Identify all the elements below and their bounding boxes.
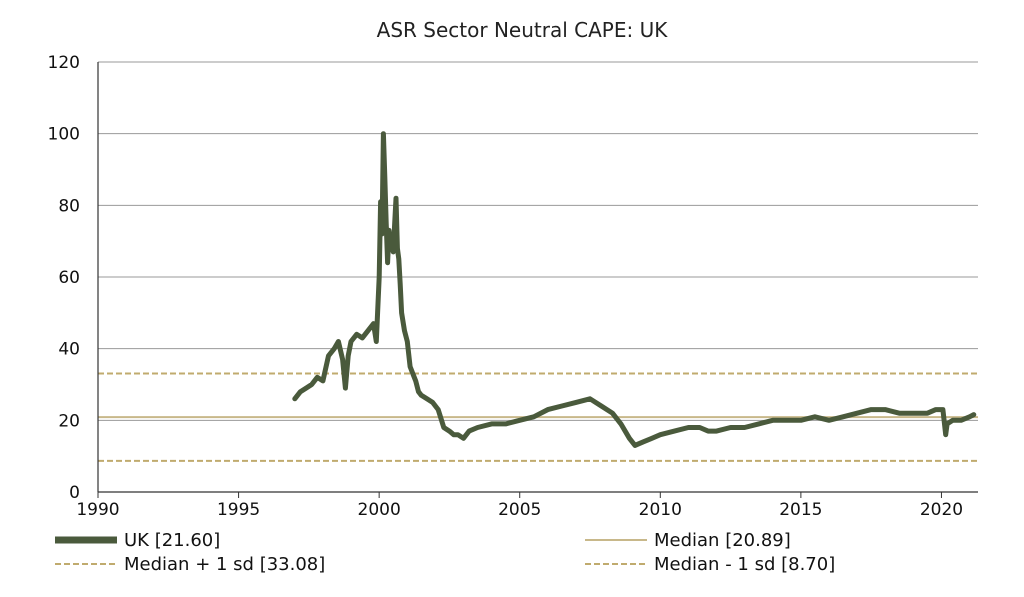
x-tick-label-2000: 2000 — [358, 500, 401, 520]
x-tick-label-2020: 2020 — [920, 500, 963, 520]
x-tick-label-2005: 2005 — [498, 500, 541, 520]
y-tick-label-100: 100 — [48, 125, 80, 145]
y-tick-label-120: 120 — [48, 53, 80, 73]
y-tick-label-60: 60 — [58, 268, 80, 288]
y-tick-label-20: 20 — [58, 411, 80, 431]
legend-label-1: UK [21.60] — [124, 530, 220, 551]
x-tick-label-2015: 2015 — [779, 500, 822, 520]
chart-title: ASR Sector Neutral CAPE: UK — [377, 18, 669, 42]
axes — [98, 62, 978, 498]
legend-label-4: Median - 1 sd [8.70] — [654, 554, 835, 575]
y-tick-label-40: 40 — [58, 340, 80, 360]
legend-label-3: Median + 1 sd [33.08] — [124, 554, 325, 575]
x-tick-label-1990: 1990 — [76, 500, 119, 520]
legend-label-2: Median [20.89] — [654, 530, 791, 551]
cape-chart: ASR Sector Neutral CAPE: UK 020406080100… — [0, 0, 1024, 597]
y-tick-label-80: 80 — [58, 196, 80, 216]
gridlines — [98, 62, 978, 420]
series-line-uk — [295, 134, 974, 446]
legend: UK [21.60] Median [20.89] Median + 1 sd [3… — [55, 530, 835, 575]
x-tick-label-2010: 2010 — [639, 500, 682, 520]
series-layer — [295, 134, 974, 446]
x-tick-label-1995: 1995 — [217, 500, 260, 520]
